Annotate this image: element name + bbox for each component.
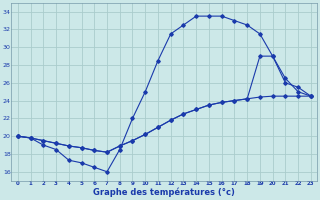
X-axis label: Graphe des températures (°c): Graphe des températures (°c)	[93, 188, 235, 197]
